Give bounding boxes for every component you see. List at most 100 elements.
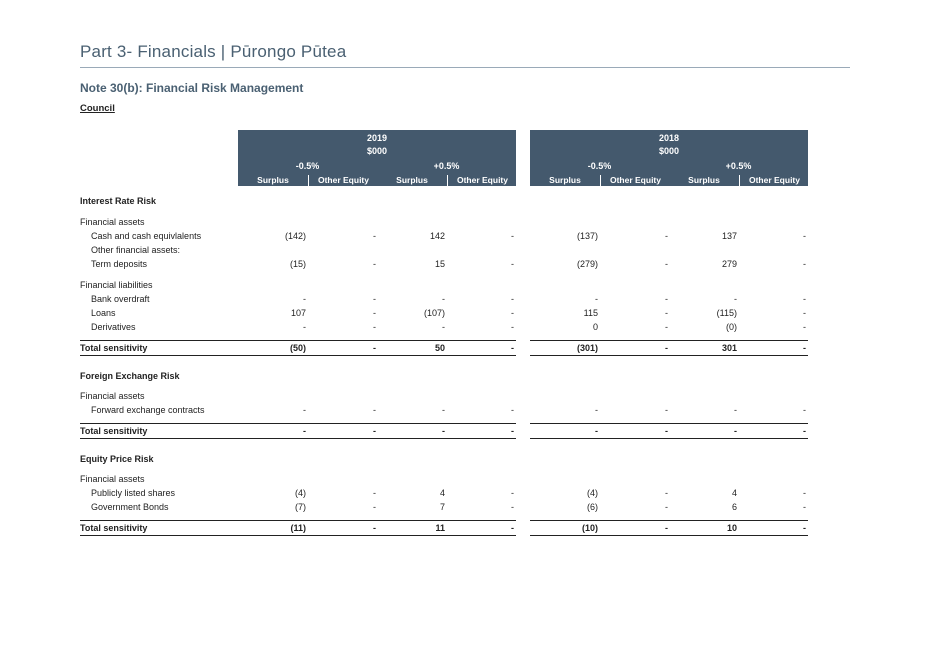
unit-label: $000 (366, 146, 388, 156)
cell-value: - (803, 231, 806, 241)
total-rule (530, 520, 808, 521)
note-title: Note 30(b): Financial Risk Management (80, 81, 304, 95)
row-label: Term deposits (91, 259, 148, 269)
total-row: Total sensitivity (50) - 50 - (301) - 301 - (80, 342, 810, 354)
cell-value: - (373, 259, 376, 269)
cell-value: (50) (289, 343, 306, 353)
cell-value: - (303, 426, 306, 436)
cell-value: 115 (583, 308, 598, 318)
header-2019: 2019 $000 -0.5% +0.5% Surplus Other Equi… (238, 130, 516, 186)
row-label: Financial assets (80, 474, 145, 484)
cell-value: - (511, 488, 514, 498)
cell-value: - (373, 343, 376, 353)
row-label: Publicly listed shares (91, 488, 176, 498)
cell-value: - (511, 343, 514, 353)
cell-value: - (373, 294, 376, 304)
change-plus-label: +0.5% (433, 161, 460, 171)
cell-value: - (665, 231, 668, 241)
cell-value: - (803, 322, 806, 332)
total-rule (80, 340, 516, 341)
cell-value: - (803, 502, 806, 512)
table-row: Bank overdraft - - - - - - - - (80, 293, 810, 305)
cell-value: (11) (290, 523, 306, 533)
cell-value: - (595, 405, 598, 415)
table-row: Government Bonds (7) - 7 - (6) - 6 - (80, 501, 810, 513)
cell-value: - (803, 343, 806, 353)
column-header: Other Equity (308, 175, 378, 186)
page-title: Part 3- Financials | Pūrongo Pūtea (80, 42, 347, 61)
row-label: Total sensitivity (80, 523, 148, 533)
cell-value: - (373, 426, 376, 436)
total-rule (80, 423, 516, 424)
total-rule (530, 340, 808, 341)
cell-value: - (734, 426, 737, 436)
row-label: Derivatives (91, 322, 136, 332)
table-row: Loans 107 - (107) - 115 - (115) - (80, 307, 810, 319)
cell-value: - (665, 294, 668, 304)
cell-value: 4 (731, 488, 737, 498)
column-header: Other Equity (600, 175, 670, 186)
cell-value: - (803, 523, 806, 533)
cell-value: - (803, 294, 806, 304)
row-label: Financial assets (80, 391, 145, 401)
table-row: Financial liabilities (80, 279, 810, 291)
cell-value: (0) (726, 322, 737, 332)
cell-value: 301 (721, 343, 737, 353)
row-label: Total sensitivity (80, 343, 148, 353)
cell-value: 107 (290, 308, 306, 318)
cell-value: 142 (429, 231, 445, 241)
cell-value: - (665, 405, 668, 415)
table-row: Other financial assets: (80, 244, 810, 256)
cell-value: - (665, 523, 668, 533)
column-header: Surplus (396, 175, 428, 185)
section-heading: Equity Price Risk (80, 453, 810, 465)
cell-value: (4) (587, 488, 598, 498)
total-rule (80, 535, 516, 536)
cell-value: - (803, 308, 806, 318)
column-header: Other Equity (447, 175, 517, 186)
cell-value: - (373, 523, 376, 533)
cell-value: (10) (581, 523, 598, 533)
cell-value: - (511, 308, 514, 318)
total-rule (530, 535, 808, 536)
cell-value: (301) (576, 343, 598, 353)
row-label: Foreign Exchange Risk (80, 371, 180, 381)
total-rule (530, 438, 808, 439)
total-row: Total sensitivity (11) - 11 - (10) - 10 - (80, 522, 810, 534)
cell-value: - (595, 426, 598, 436)
cell-value: 7 (439, 502, 445, 512)
cell-value: - (665, 426, 668, 436)
cell-value: - (511, 523, 514, 533)
cell-value: (137) (576, 231, 598, 241)
section-heading: Foreign Exchange Risk (80, 370, 810, 382)
cell-value: - (303, 294, 306, 304)
cell-value: - (442, 294, 445, 304)
table-row: Term deposits (15) - 15 - (279) - 279 - (80, 258, 810, 270)
cell-value: - (303, 405, 306, 415)
cell-value: - (665, 322, 668, 332)
cell-value: - (511, 231, 514, 241)
total-rule (80, 438, 516, 439)
cell-value: - (734, 405, 737, 415)
cell-value: - (373, 308, 376, 318)
year-label: 2019 (366, 133, 388, 143)
row-label: Other financial assets: (91, 245, 181, 255)
cell-value: 6 (731, 502, 737, 512)
cell-value: - (442, 322, 445, 332)
cell-value: - (373, 502, 376, 512)
table-row: Financial assets (80, 473, 810, 485)
section-heading: Interest Rate Risk (80, 195, 810, 207)
table-row: Financial assets (80, 216, 810, 228)
cell-value: 10 (726, 523, 737, 533)
cell-value: (279) (576, 259, 598, 269)
cell-value: 50 (434, 343, 445, 353)
row-label: Interest Rate Risk (80, 196, 157, 206)
cell-value: (15) (289, 259, 306, 269)
cell-value: 15 (434, 259, 445, 269)
column-header: Other Equity (739, 175, 809, 186)
change-minus-label: -0.5% (295, 161, 320, 171)
row-label: Bank overdraft (91, 294, 150, 304)
cell-value: - (442, 426, 445, 436)
row-label: Total sensitivity (80, 426, 148, 436)
cell-value: - (665, 502, 668, 512)
